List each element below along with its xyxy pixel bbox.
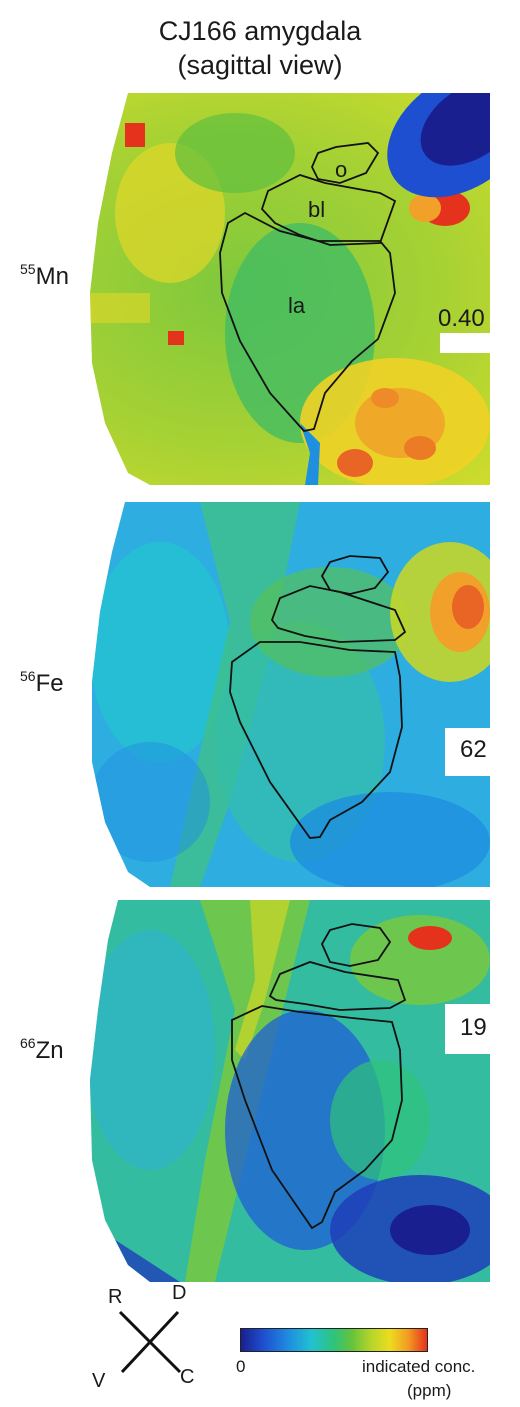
orientation-d: D	[172, 1282, 187, 1304]
fe-panel: 56Fe 62	[0, 502, 520, 887]
zn-element-label: 66Zn	[20, 1035, 64, 1065]
mn-element-label: 55Mn	[20, 261, 69, 291]
fe-max-value: 62	[460, 736, 487, 763]
orientation-compass: R D V C	[92, 1282, 210, 1400]
zn-element-symbol: Zn	[35, 1037, 64, 1064]
fe-map	[92, 502, 490, 887]
title-line-1: CJ166 amygdala	[158, 16, 362, 46]
mn-isotope-mass: 55	[20, 261, 36, 277]
orientation-r: R	[108, 1286, 123, 1308]
mn-max-value: 0.40	[438, 305, 485, 332]
zn-map	[90, 900, 490, 1282]
mn-map	[90, 93, 490, 485]
mn-element-symbol: Mn	[35, 263, 69, 290]
zn-isotope-mass: 66	[20, 1035, 36, 1051]
region-label-la: la	[288, 293, 306, 318]
compass-cross-icon	[118, 1310, 182, 1374]
mn-panel: 55Mn 0.40 o bl la	[0, 93, 520, 485]
colorbar-min-label: 0	[236, 1357, 246, 1376]
fe-element-label: 56Fe	[20, 668, 64, 698]
orientation-c: C	[180, 1366, 195, 1388]
fe-isotope-mass: 56	[20, 668, 36, 684]
title-line-2: (sagittal view)	[177, 50, 343, 80]
zn-max-value: 19	[460, 1014, 487, 1041]
zn-panel: 66Zn 19	[0, 900, 520, 1282]
fe-element-symbol: Fe	[35, 670, 64, 697]
orientation-v: V	[92, 1370, 106, 1392]
colorbar-max-label: indicated conc.	[362, 1357, 476, 1376]
colorbar	[240, 1328, 428, 1352]
colorbar-unit: (ppm)	[407, 1381, 452, 1400]
region-label-bl: bl	[308, 197, 326, 222]
region-label-o: o	[335, 157, 348, 182]
